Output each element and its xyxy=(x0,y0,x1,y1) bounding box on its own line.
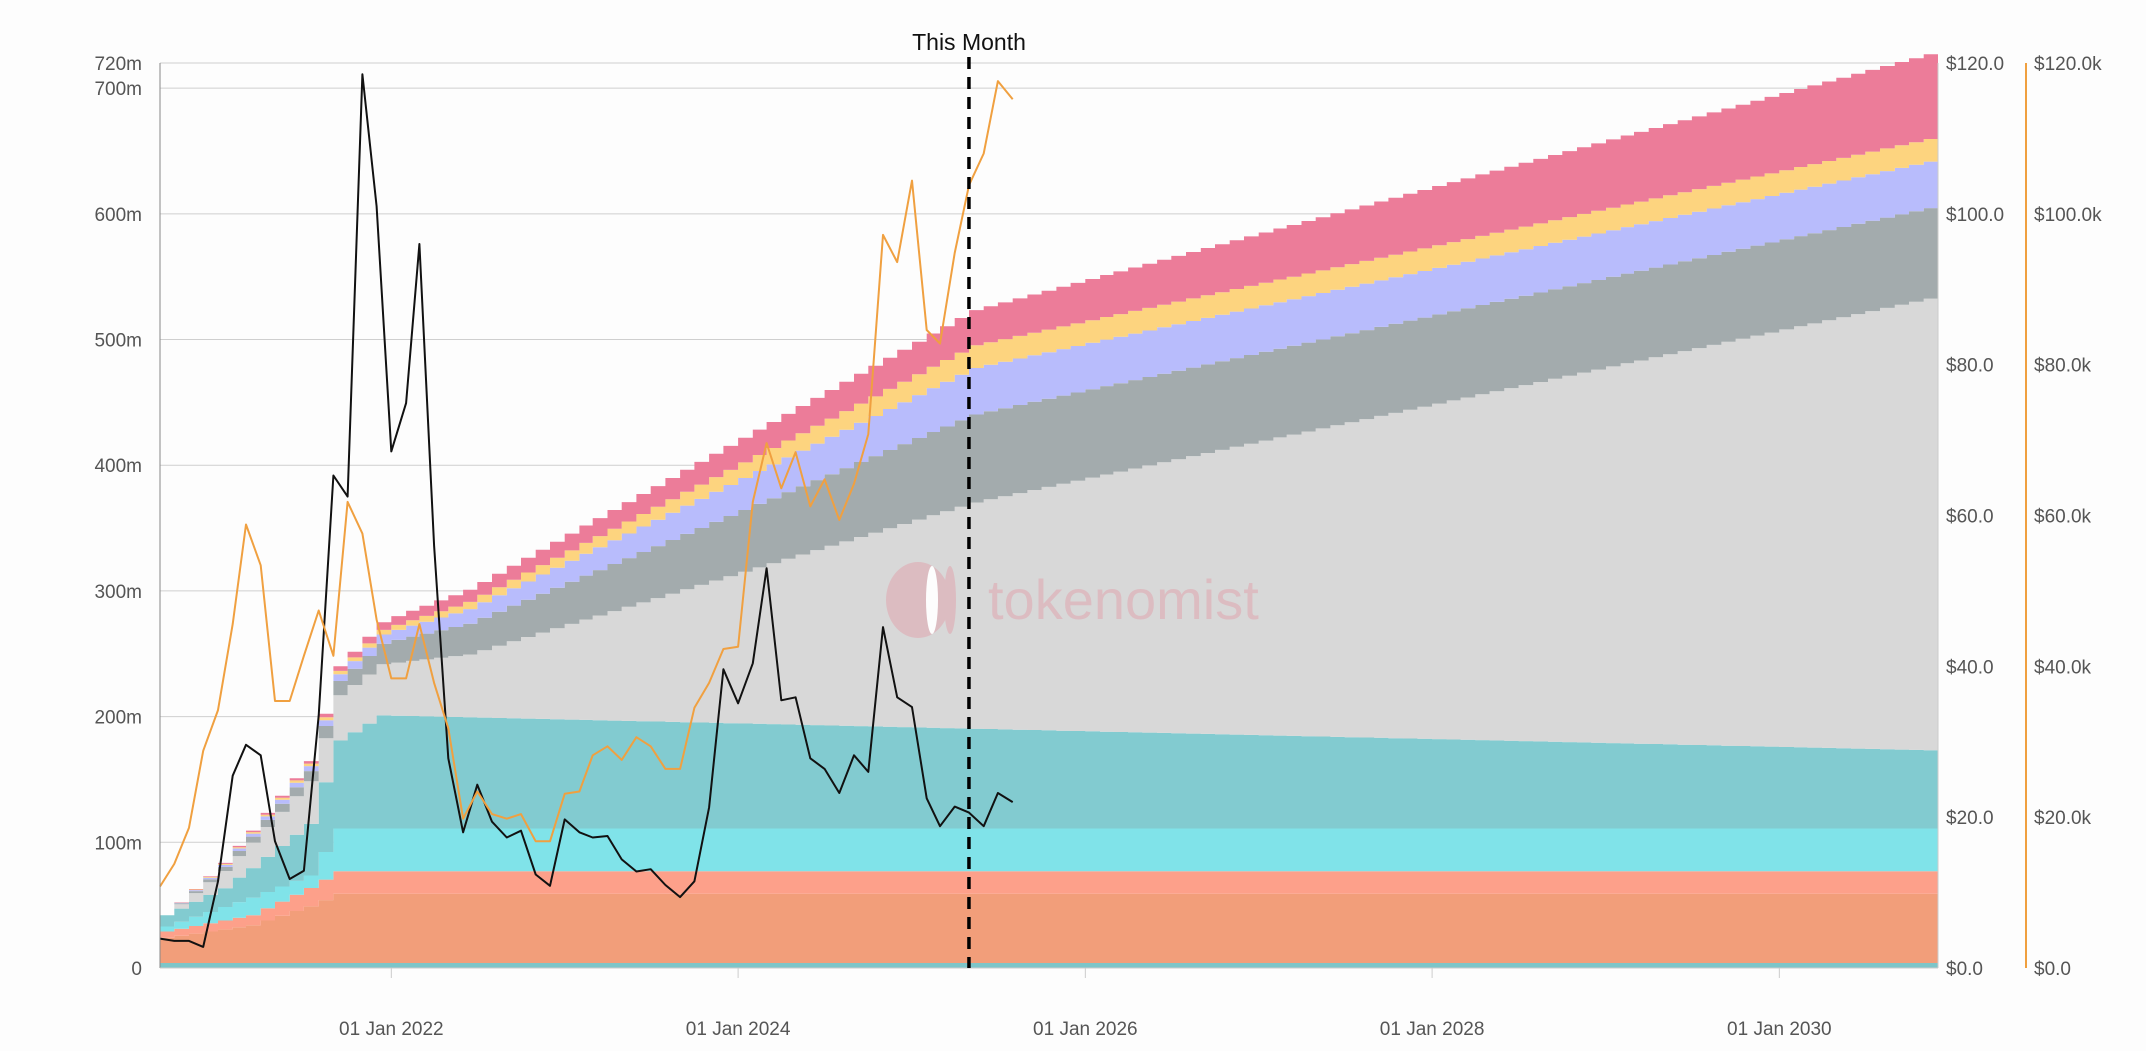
x-axis-tick-label: 01 Jan 2026 xyxy=(1033,1019,1138,1040)
right-axis-1-tick-label: $60.0 xyxy=(1946,507,1994,528)
left-axis-tick-label: 720m xyxy=(94,54,142,75)
right-axis-1-tick-label: $80.0 xyxy=(1946,356,1994,377)
right-axis-1-tick-label: $120.0 xyxy=(1946,54,2004,75)
right-axis-1-tick-label: $40.0 xyxy=(1946,657,1994,678)
left-axis-tick-label: 400m xyxy=(94,456,142,477)
stack-area-2 xyxy=(160,871,1938,938)
price-line-1 xyxy=(159,80,1014,888)
stack-area-3 xyxy=(160,828,1938,932)
left-axis-tick-label: 600m xyxy=(94,205,142,226)
stack-area-6 xyxy=(160,205,1938,916)
x-axis-tick-label: 01 Jan 2028 xyxy=(1380,1019,1485,1040)
right-axis-1-tick-label: $100.0 xyxy=(1946,205,2004,226)
stack-area-7 xyxy=(160,158,1938,916)
stack-area-1 xyxy=(160,893,1938,963)
right-axis-2-tick-label: $40.0k xyxy=(2034,657,2092,678)
tokenomist-logo-icon xyxy=(886,562,956,638)
left-axis-tick-label: 0 xyxy=(131,959,142,980)
x-axis-tick-label: 01 Jan 2022 xyxy=(339,1019,444,1040)
right-axis-1-tick-label: $20.0 xyxy=(1946,808,1994,829)
stack-area-0 xyxy=(160,963,1938,968)
watermark-text: tokenomist xyxy=(988,568,1259,631)
price-lines xyxy=(159,73,1014,948)
stacked-areas xyxy=(160,50,1938,968)
stack-area-4 xyxy=(160,715,1938,927)
stack-area-5 xyxy=(160,295,1938,916)
left-axis-tick-label: 300m xyxy=(94,582,142,603)
right-axis-1-tick-label: $0.0 xyxy=(1946,959,1983,980)
this-month-marker: This Month xyxy=(912,29,1026,968)
this-month-label: This Month xyxy=(912,29,1026,55)
left-axis-tick-label: 100m xyxy=(94,833,142,854)
price-line-0 xyxy=(159,73,1014,948)
left-axis-tick-label: 200m xyxy=(94,708,142,729)
right-axis-2-tick-label: $20.0k xyxy=(2034,808,2092,829)
watermark: tokenomist xyxy=(886,562,1259,638)
stack-area-9 xyxy=(160,50,1938,916)
right-axis-2-tick-label: $60.0k xyxy=(2034,507,2092,528)
right-axis-2-tick-label: $100.0k xyxy=(2034,205,2102,226)
left-axis-tick-label: 500m xyxy=(94,331,142,352)
right-axis-2-tick-label: $0.0 xyxy=(2034,959,2071,980)
right-axis-2-tick-label: $120.0k xyxy=(2034,54,2102,75)
x-axis-tick-label: 01 Jan 2030 xyxy=(1727,1019,1832,1040)
left-axis-tick-label: 700m xyxy=(94,79,142,100)
axes: 0 100m 200m 300m 400m 500m 600m 700m 720m 01 Jan … xyxy=(94,54,2102,1040)
x-axis-tick-label: 01 Jan 2024 xyxy=(686,1019,791,1040)
right-axis-2-tick-label: $80.0k xyxy=(2034,356,2092,377)
